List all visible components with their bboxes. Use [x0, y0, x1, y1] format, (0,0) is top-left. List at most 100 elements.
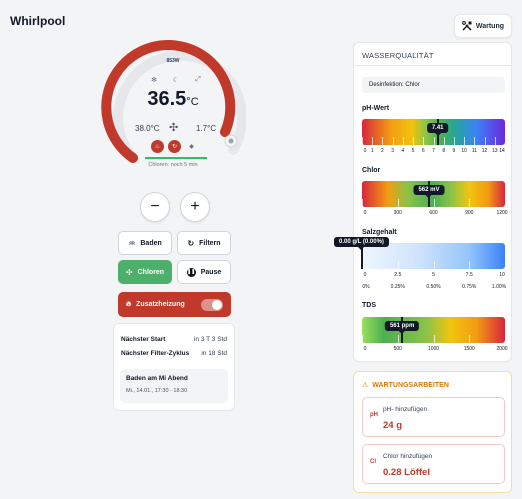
temperature-minus-button[interactable]: −	[140, 192, 170, 222]
temperature-gauge	[101, 40, 246, 163]
salz-ticks: 0 2.5 5 7.5 10	[362, 272, 505, 280]
chlor-tick-line	[505, 199, 506, 207]
outdoor-temperature: 1.7°C	[196, 124, 217, 133]
salz-percent-tick-label: 0.50%	[426, 284, 441, 290]
wartung-button[interactable]: Wartung	[453, 14, 512, 38]
next-start-value: in 3 T 3 Std	[193, 336, 227, 343]
filtern-label: Filtern	[199, 239, 221, 247]
tds-tick-line	[469, 335, 471, 343]
chlor-tick-label: 900	[465, 210, 474, 216]
salz-tick-line	[469, 261, 471, 269]
warning-icon: ⚠	[362, 382, 369, 389]
ph-tick-label: 3	[391, 148, 395, 154]
tds-tick-line	[505, 335, 506, 343]
ph-tick-label: 5	[411, 148, 415, 154]
salz-tick-line	[505, 261, 506, 269]
salz-tick-line	[433, 261, 435, 269]
ph-tick-line	[494, 137, 496, 145]
pause-label: Pause	[200, 268, 222, 276]
heater-status-icon: ♨	[151, 140, 164, 153]
filter-status-icon: ↻	[168, 140, 181, 153]
schedule-card: Nächster Start in 3 T 3 Std Nächster Fil…	[113, 323, 235, 411]
ph-tick-label: 7	[432, 148, 435, 154]
chlor-progress-bar	[145, 157, 207, 159]
ph-tick-line	[443, 137, 445, 145]
next-filter-label: Nächster Filter-Zyklus	[121, 350, 190, 357]
maintenance-item-value: 24 g	[383, 420, 403, 431]
power-readout: 853W	[166, 58, 180, 64]
pause-icon: ❚❚	[186, 267, 196, 277]
next-start-label: Nächster Start	[121, 336, 166, 343]
tds-tick-label: 0	[363, 346, 367, 352]
salz-tick-label: 2.5	[394, 272, 402, 278]
tools-icon	[461, 21, 472, 31]
temperature-unit: °C	[186, 96, 199, 108]
chlor-value-bubble: 562 mV	[413, 185, 445, 198]
ph-tick-line	[372, 137, 374, 145]
filtern-button[interactable]: ↻ Filtern	[177, 231, 231, 255]
salz-meter: 0.00 g/L (0.00%)	[334, 237, 506, 269]
tds-ticks: 0 500 1000 1500 2000	[362, 346, 508, 354]
chloren-button[interactable]: ✣ Chloren	[118, 260, 172, 284]
mode-icons: ✻ ☾ ⤢	[147, 73, 205, 87]
zusatzheizung-row[interactable]: 🔥︎ Zusatzheizung	[118, 292, 231, 317]
chlor-tick-label: 300	[393, 210, 402, 216]
temperature-plus-button[interactable]: +	[180, 192, 210, 222]
tds-tick-line	[397, 335, 399, 343]
drop-status-icon: ◆	[185, 140, 198, 153]
ph-tick-line	[453, 137, 455, 145]
chlor-meter: 562 mV	[362, 181, 506, 207]
tds-value-bubble: 561 ppm	[384, 321, 420, 334]
chlor-tick-label: 1200	[496, 210, 508, 216]
chlor-tick-line	[433, 199, 435, 207]
snowflake-icon[interactable]: ✻	[147, 73, 161, 87]
ph-tick-label: 0	[363, 148, 367, 154]
salz-tick-label: 0	[363, 272, 367, 278]
water-quality-card: WASSERQUALITÄT Desinfektion: Chlor pH-We…	[334, 42, 512, 362]
salz-percent-tick-label: 0.25%	[390, 284, 405, 290]
bath-icon: ♒	[128, 238, 136, 248]
chlor-status: Chloren: noch 5 min	[148, 162, 198, 168]
refresh-icon: ↻	[187, 238, 195, 248]
maintenance-item-value: 0.28 Löffel	[383, 467, 430, 478]
next-filter-row: Nächster Filter-Zyklus in 18 Std	[121, 350, 227, 357]
ph-tick-line	[362, 137, 363, 145]
ph-tick-label: 6	[421, 148, 425, 154]
maintenance-item-label: Chlor hinzufügen	[383, 453, 433, 460]
salz-value-bubble: 0.00 g/L (0.00%)	[334, 237, 389, 250]
next-bath-title: Baden am Mi Abend	[126, 375, 188, 382]
app-title: Whirlpool	[10, 14, 66, 28]
ph-tick-label: 9	[452, 148, 456, 154]
ph-tick-line	[474, 137, 476, 145]
ph-tick-label: 11	[471, 148, 477, 154]
tds-tick-label: 1500	[463, 346, 475, 352]
maintenance-item-chlor[interactable]: Cl Chlor hinzufügen 0.28 Löffel	[362, 444, 505, 484]
moon-icon[interactable]: ☾	[169, 73, 183, 87]
tds-meter: 561 ppm	[362, 317, 506, 343]
fullscreen-icon[interactable]: ⤢	[191, 73, 205, 87]
maintenance-item-ph[interactable]: pH pH- hinzufügen 24 g	[362, 397, 505, 437]
fan-icon: ✣	[125, 267, 133, 277]
maintenance-card: ⚠ WARTUNGSARBEITEN pH pH- hinzufügen 24 …	[353, 371, 512, 493]
maintenance-title-text: WARTUNGSARBEITEN	[372, 381, 449, 389]
ph-tick-label: 12	[481, 148, 488, 154]
ph-value-bubble: 7.41	[426, 123, 449, 136]
ph-tick-line	[413, 137, 415, 145]
salz-tick-label: 7.5	[465, 272, 473, 278]
chlor-label: Chlor	[362, 167, 381, 174]
salz-percent-tick-label: 0.75%	[462, 284, 477, 290]
pause-button[interactable]: ❚❚ Pause	[177, 260, 231, 284]
desinfektion-info: Desinfektion: Chlor	[362, 77, 505, 93]
baden-button[interactable]: ♒ Baden	[118, 231, 172, 255]
chloren-label: Chloren	[137, 268, 165, 276]
ph-label: pH-Wert	[362, 105, 390, 112]
zusatzheizung-toggle[interactable]	[201, 298, 223, 311]
next-bath-box[interactable]: Baden am Mi Abend Mi., 14.01., 17:30 - 1…	[120, 369, 228, 403]
tds-tick-label: 500	[393, 346, 402, 352]
maintenance-title: ⚠ WARTUNGSARBEITEN	[362, 381, 449, 390]
salz-marker[interactable]	[361, 243, 363, 269]
chlor-tick-label: 0	[363, 210, 367, 216]
zusatzheizung-label: Zusatzheizung	[136, 301, 185, 308]
next-bath-detail: Mi., 14.01., 17:30 - 18:30	[126, 388, 188, 394]
chlor-tick-label: 600	[429, 210, 438, 216]
